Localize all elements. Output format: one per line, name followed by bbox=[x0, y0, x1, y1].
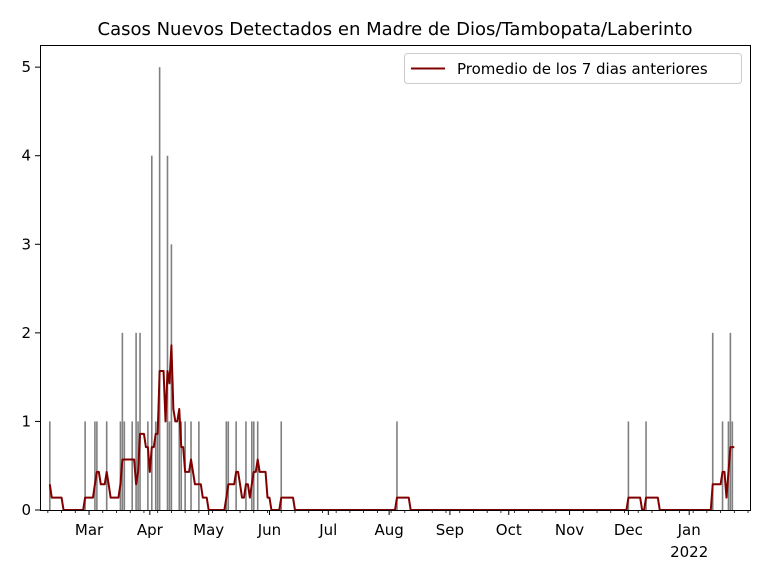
x-tick-label-10: Jan bbox=[677, 521, 701, 539]
bar-35 bbox=[645, 421, 647, 510]
x-tick-label-6: Sep bbox=[436, 521, 464, 539]
bar-39 bbox=[729, 332, 732, 510]
y-tick-label-2: 2 bbox=[21, 324, 31, 342]
x-tick-label-1: Apr bbox=[137, 521, 164, 539]
x-tick-label-2: May bbox=[193, 521, 224, 539]
bar-14 bbox=[154, 421, 157, 510]
plot-frame bbox=[40, 45, 751, 511]
y-tick-label-1: 1 bbox=[21, 412, 31, 430]
bar-26 bbox=[227, 421, 230, 510]
bar-40 bbox=[731, 421, 734, 510]
bar-1 bbox=[84, 421, 86, 510]
x-tick-sublabel-10: 2022 bbox=[670, 543, 708, 561]
bar-9 bbox=[135, 332, 137, 510]
bar-8 bbox=[131, 421, 133, 510]
y-axis: 0 1 2 3 4 5 bbox=[21, 58, 40, 519]
bar-13 bbox=[151, 155, 153, 510]
x-tick-label-0: Mar bbox=[75, 521, 104, 539]
bar-series bbox=[49, 67, 734, 511]
bar-36 bbox=[711, 332, 714, 510]
bar-2 bbox=[94, 421, 96, 510]
bar-25 bbox=[225, 421, 228, 510]
bar-33 bbox=[396, 421, 398, 510]
x-axis: Mar Apr May Jun Jul Aug Sep Oct Nov Dec Jan 2022 bbox=[47, 510, 749, 561]
chart-title: Casos Nuevos Detectados en Madre de Dios… bbox=[98, 19, 693, 40]
bar-16 bbox=[158, 67, 161, 510]
bar-32 bbox=[280, 421, 283, 510]
bar-7 bbox=[123, 421, 126, 510]
bar-18 bbox=[168, 421, 171, 510]
bar-20 bbox=[178, 421, 181, 510]
bar-17 bbox=[166, 155, 169, 510]
x-tick-label-3: Jun bbox=[257, 521, 281, 539]
bar-27 bbox=[235, 421, 237, 510]
legend-label: Promedio de los 7 dias anteriores bbox=[457, 60, 708, 78]
x-tick-label-5: Aug bbox=[374, 521, 403, 539]
x-tick-label-9: Dec bbox=[614, 521, 643, 539]
y-tick-label-5: 5 bbox=[21, 58, 31, 76]
y-tick-label-3: 3 bbox=[21, 235, 31, 253]
bar-34 bbox=[627, 421, 630, 510]
bar-37 bbox=[721, 421, 724, 510]
bar-11 bbox=[139, 332, 141, 510]
bar-28 bbox=[245, 421, 247, 510]
bar-15 bbox=[156, 421, 159, 510]
y-tick-label-4: 4 bbox=[21, 147, 31, 165]
x-tick-label-7: Oct bbox=[496, 521, 522, 539]
bar-5 bbox=[119, 421, 122, 510]
bar-30 bbox=[252, 421, 255, 510]
x-tick-label-8: Nov bbox=[555, 521, 584, 539]
bar-24 bbox=[198, 421, 200, 510]
bar-0 bbox=[49, 421, 51, 510]
bar-3 bbox=[96, 421, 98, 510]
y-tick-label-0: 0 bbox=[21, 501, 31, 519]
legend: Promedio de los 7 dias anteriores bbox=[404, 53, 742, 84]
bar-21 bbox=[180, 421, 183, 510]
bar-4 bbox=[105, 421, 108, 510]
bar-12 bbox=[147, 421, 149, 510]
bar-29 bbox=[251, 421, 253, 510]
legend-box bbox=[404, 53, 742, 84]
x-tick-label-4: Jul bbox=[318, 521, 337, 539]
bar-6 bbox=[121, 332, 124, 510]
